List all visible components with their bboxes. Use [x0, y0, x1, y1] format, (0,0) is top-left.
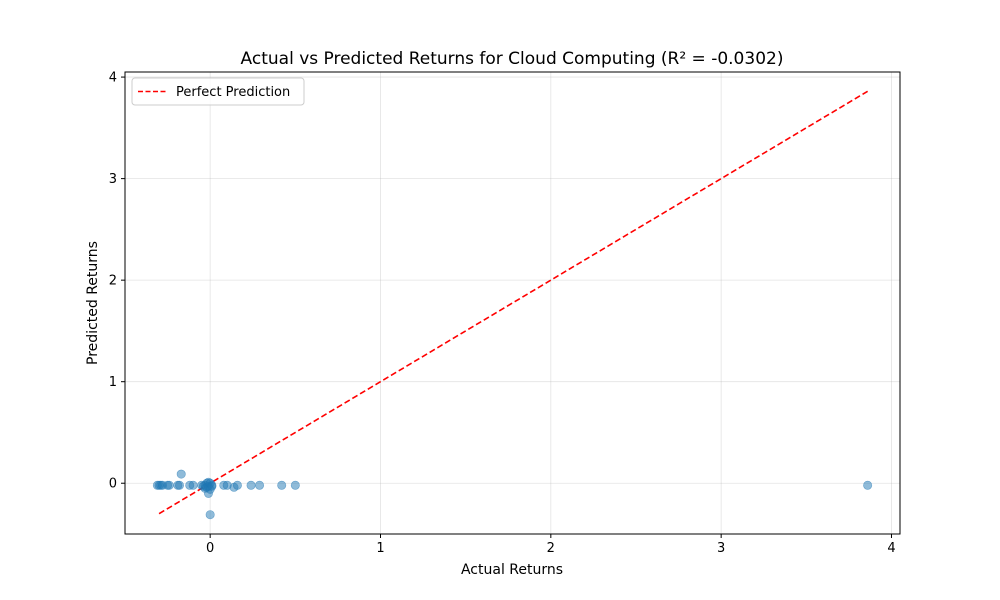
data-point — [164, 480, 174, 490]
data-point — [290, 480, 300, 490]
x-tick-label: 2 — [547, 541, 555, 556]
data-point — [176, 469, 186, 479]
x-tick-label: 4 — [887, 541, 895, 556]
x-tick-label: 1 — [376, 541, 384, 556]
legend-label: Perfect Prediction — [176, 85, 290, 100]
data-point — [207, 481, 217, 491]
x-axis-label: Actual Returns — [461, 562, 563, 578]
data-point — [255, 480, 265, 490]
y-tick-label: 3 — [109, 172, 117, 187]
y-tick-label: 2 — [109, 274, 117, 289]
legend: Perfect Prediction — [131, 77, 305, 106]
y-tick-label: 1 — [109, 375, 117, 390]
data-point — [232, 480, 242, 490]
data-point — [863, 480, 873, 490]
points-layer — [152, 469, 873, 520]
data-point — [205, 510, 215, 520]
y-axis-label: Predicted Returns — [85, 241, 101, 365]
axis-ticks: 0 1 2 3 4 0 1 2 3 4 — [109, 71, 896, 556]
data-point — [277, 480, 287, 490]
x-tick-label: 0 — [206, 541, 214, 556]
plot-frame — [124, 71, 901, 535]
y-tick-label: 4 — [109, 71, 117, 86]
perfect-prediction-line — [158, 90, 869, 515]
y-tick-label: 0 — [109, 477, 117, 492]
data-point — [188, 480, 198, 490]
grid — [125, 72, 900, 534]
data-point — [175, 480, 185, 490]
data-point — [246, 480, 256, 490]
legend-box — [131, 77, 305, 106]
chart-title: Actual vs Predicted Returns for Cloud Co… — [241, 49, 784, 69]
reference-line-layer — [158, 90, 869, 515]
x-tick-label: 3 — [717, 541, 725, 556]
